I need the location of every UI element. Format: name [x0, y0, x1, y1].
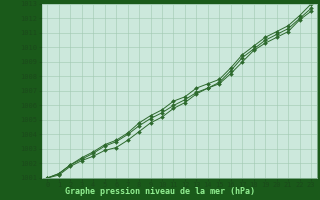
- Text: Graphe pression niveau de la mer (hPa): Graphe pression niveau de la mer (hPa): [65, 186, 255, 196]
